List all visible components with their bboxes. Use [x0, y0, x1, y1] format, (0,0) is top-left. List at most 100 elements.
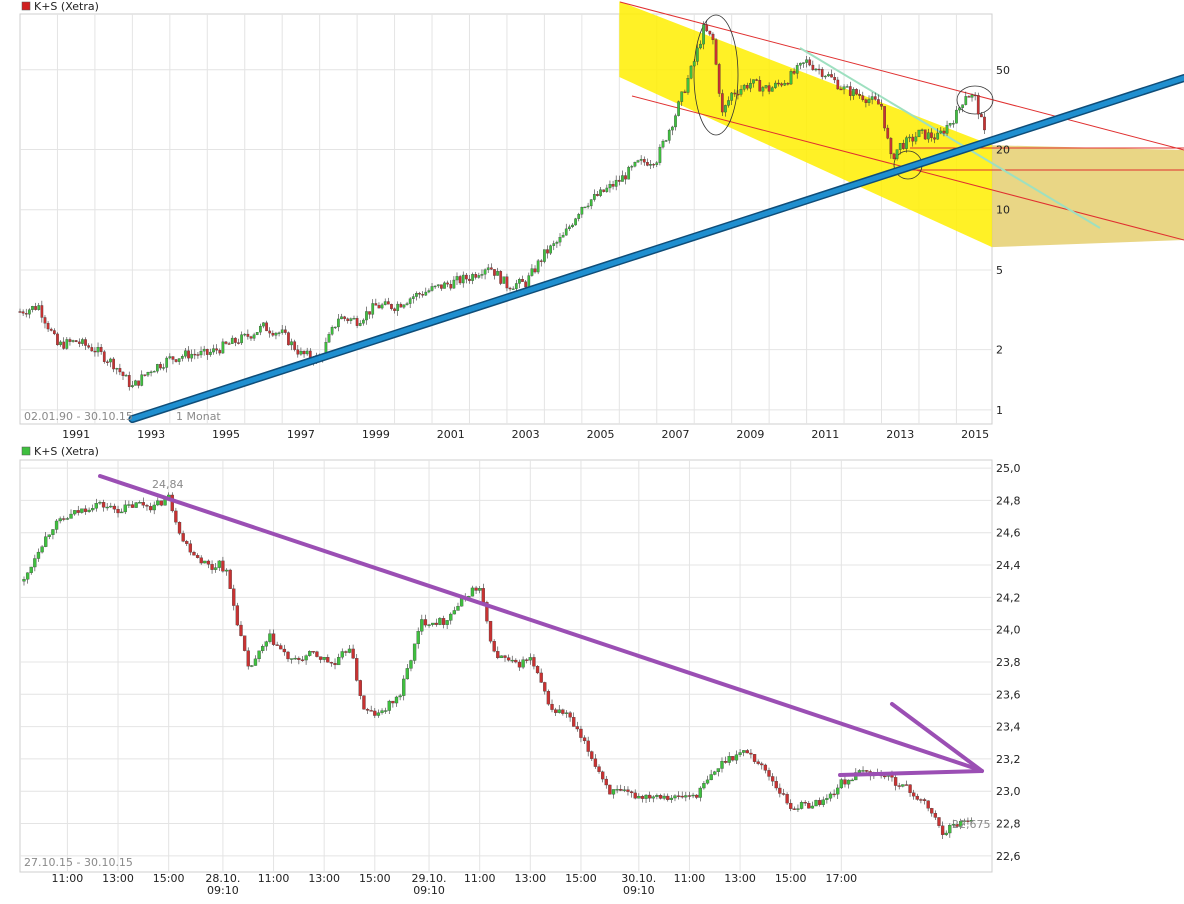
top-candle [230, 337, 234, 344]
top-candle [486, 267, 490, 270]
bottom-candle [633, 792, 637, 799]
bottom-candle [293, 657, 297, 660]
top-x-tick-label: 1997 [287, 428, 315, 441]
bottom-candle [832, 793, 836, 796]
bottom-candle [828, 793, 833, 799]
bottom-candle [25, 572, 30, 580]
top-candle [905, 137, 908, 149]
bottom-candle [836, 787, 840, 795]
bottom-legend-icon [21, 446, 31, 456]
bottom-candle [54, 520, 59, 530]
bottom-candle [883, 775, 887, 778]
top-candle [942, 130, 946, 134]
bottom-plot-frame [19, 459, 993, 873]
top-plot-frame [19, 13, 993, 425]
bottom-candle [716, 768, 721, 772]
top-candle [102, 351, 106, 362]
low-annotation: 22,675 [952, 818, 991, 831]
bottom-candle [763, 764, 768, 771]
bottom-candle [731, 756, 735, 761]
bottom-candle [655, 795, 659, 797]
top-candle [655, 162, 659, 165]
top-candle [56, 333, 59, 346]
bottom-candle [962, 820, 966, 822]
bottom-candle [221, 560, 225, 572]
bottom-y-tick-label: 24,6 [996, 527, 1021, 540]
top-candle [792, 71, 796, 74]
top-candle [727, 100, 730, 106]
top-candle [396, 303, 400, 311]
top-candle [262, 322, 265, 327]
top-candle [720, 93, 724, 113]
bottom-candle [119, 511, 124, 514]
bottom-candle [756, 761, 760, 764]
bottom-candle [767, 770, 771, 777]
top-candle [858, 93, 862, 96]
bottom-candle [557, 709, 561, 713]
bottom-candle [514, 659, 518, 663]
bottom-candle [796, 808, 800, 810]
top-candle [305, 350, 309, 355]
top-candle [483, 269, 487, 275]
top-candle [440, 284, 443, 289]
bottom-candle [116, 509, 120, 514]
channel-fill-extension [992, 145, 1184, 248]
bottom-candle [62, 518, 66, 520]
top-candle [568, 226, 571, 230]
top-candle [427, 290, 431, 293]
top-legend-icon [21, 1, 31, 11]
bottom-x-tick-label: 28.10. [205, 872, 240, 885]
top-candle [511, 288, 515, 290]
top-candle [845, 86, 849, 88]
top-candle [908, 136, 911, 139]
bottom-candle [275, 644, 279, 646]
top-x-tick-label: 2003 [512, 428, 540, 441]
bottom-candle [586, 740, 590, 752]
top-candle [134, 380, 137, 386]
top-candle [839, 88, 843, 91]
bottom-candle [195, 555, 200, 558]
top-y-tick-label: 20 [996, 143, 1010, 156]
bottom-candle [528, 657, 532, 661]
bottom-candle [203, 560, 207, 564]
top-candle [215, 348, 218, 351]
bottom-candle [297, 657, 301, 660]
top-candle [402, 304, 406, 308]
bottom-candle [807, 803, 811, 809]
top-y-axis: 1 2 5 10 20 50 [996, 64, 1010, 417]
bottom-y-tick-label: 24,4 [996, 559, 1021, 572]
top-candle [449, 284, 453, 289]
bottom-candle [420, 619, 424, 632]
top-candle [343, 316, 346, 319]
bottom-candle [246, 650, 250, 667]
top-candle [658, 146, 662, 163]
top-y-tick-label: 5 [996, 264, 1003, 277]
top-candle [933, 137, 936, 140]
top-candle [767, 85, 771, 92]
top-candle [287, 332, 290, 346]
bottom-candle [582, 737, 587, 742]
top-candle [589, 199, 593, 207]
top-candle [664, 140, 668, 142]
top-candle [43, 317, 47, 324]
top-candle [886, 127, 890, 139]
bottom-y-tick-label: 22,6 [996, 850, 1021, 863]
bottom-candle [127, 504, 131, 506]
channel-fill [619, 1, 992, 248]
bottom-y-tick-label: 23,2 [996, 753, 1021, 766]
bottom-x-tick-label: 15:00 [775, 872, 807, 885]
bottom-candle [662, 795, 666, 799]
top-candle [34, 306, 37, 310]
top-candle [446, 282, 449, 285]
top-candle [652, 164, 655, 166]
bottom-candle [912, 792, 916, 797]
top-candle [820, 69, 824, 77]
top-candle [814, 68, 818, 71]
top-candle [798, 62, 802, 66]
top-candle [636, 160, 640, 163]
bottom-candle [130, 504, 135, 508]
bottom-candle [611, 789, 616, 795]
top-candle [40, 305, 44, 318]
bottom-candle [951, 824, 956, 826]
top-candle [362, 319, 365, 324]
